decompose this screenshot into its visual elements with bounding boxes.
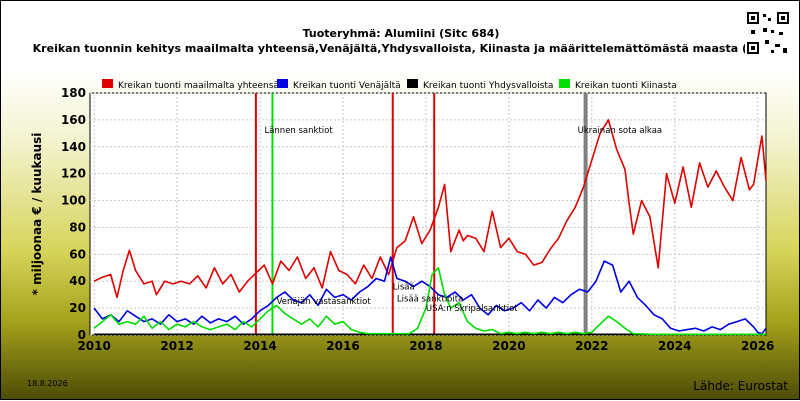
chart-subtitle: Kreikan tuonnin kehitys maailmalta yhtee… xyxy=(32,42,770,55)
y-tick-label: 40 xyxy=(69,274,86,288)
y-tick-label: 80 xyxy=(69,220,86,234)
y-tick-label: 120 xyxy=(61,167,86,181)
annotation-label: Lisää xyxy=(393,282,415,292)
event-label: Ukrainan sota alkaa xyxy=(578,126,663,136)
qr-code-icon xyxy=(745,10,791,56)
annotation-label: USA:n Skripalsanktiot xyxy=(426,304,518,314)
legend-swatch xyxy=(559,79,570,88)
y-tick-label: 0 xyxy=(78,328,86,342)
annotation-label: Lisää sanktioita xyxy=(397,294,463,304)
legend-label: Kreikan tuonti Venäjältä xyxy=(293,81,401,91)
x-tick-label: 2014 xyxy=(243,339,276,353)
x-tick-label: 2016 xyxy=(326,339,359,353)
legend-swatch xyxy=(102,79,113,88)
event-lines xyxy=(254,93,588,335)
annotations: Lännen sanktiot Ukrainan sota alkaa Venäjä… xyxy=(264,126,662,314)
legend: Kreikan tuonti maailmalta yhteensä Kreika… xyxy=(102,79,677,91)
event-label: Lännen sanktiot xyxy=(264,126,333,136)
chart-title: Tuoteryhmä: Alumiini (Sitc 684) xyxy=(302,27,500,40)
x-tick-label: 2022 xyxy=(575,339,608,353)
y-tick-label: 60 xyxy=(69,247,86,261)
x-axis: 2010 2012 2014 2016 2018 2020 2022 2024 2026 xyxy=(77,339,774,353)
x-tick-label: 2024 xyxy=(658,339,691,353)
legend-label: Kreikan tuonti maailmalta yhteensä xyxy=(118,81,279,91)
y-tick-label: 100 xyxy=(61,194,86,208)
y-tick-label: 160 xyxy=(61,113,86,127)
source-label: Lähde: Eurostat xyxy=(693,379,788,393)
y-tick-label: 20 xyxy=(69,301,86,315)
series-line xyxy=(93,267,766,336)
series-line xyxy=(93,256,767,335)
legend-swatch xyxy=(407,79,418,88)
x-tick-label: 2018 xyxy=(409,339,442,353)
x-tick-label: 2026 xyxy=(741,339,774,353)
date-stamp: 18.8.2026 xyxy=(27,379,68,388)
x-tick-label: 2012 xyxy=(160,339,193,353)
legend-label: Kreikan tuonti Kiinasta xyxy=(575,81,677,91)
series-line xyxy=(93,119,767,299)
x-tick-label: 2020 xyxy=(492,339,525,353)
y-tick-label: 180 xyxy=(61,86,86,100)
series-lines xyxy=(93,119,767,336)
x-tick-label: 2010 xyxy=(77,339,110,353)
y-axis-label: * miljoonaa € / kuukausi xyxy=(30,133,44,296)
legend-swatch xyxy=(277,79,288,88)
annotation-label: Venäjän vastasanktiot xyxy=(277,297,372,307)
y-tick-label: 140 xyxy=(61,140,86,154)
legend-label: Kreikan tuonti Yhdysvalloista xyxy=(423,81,553,91)
y-axis: 0 20 40 60 80 100 120 140 160 180 xyxy=(61,86,86,342)
